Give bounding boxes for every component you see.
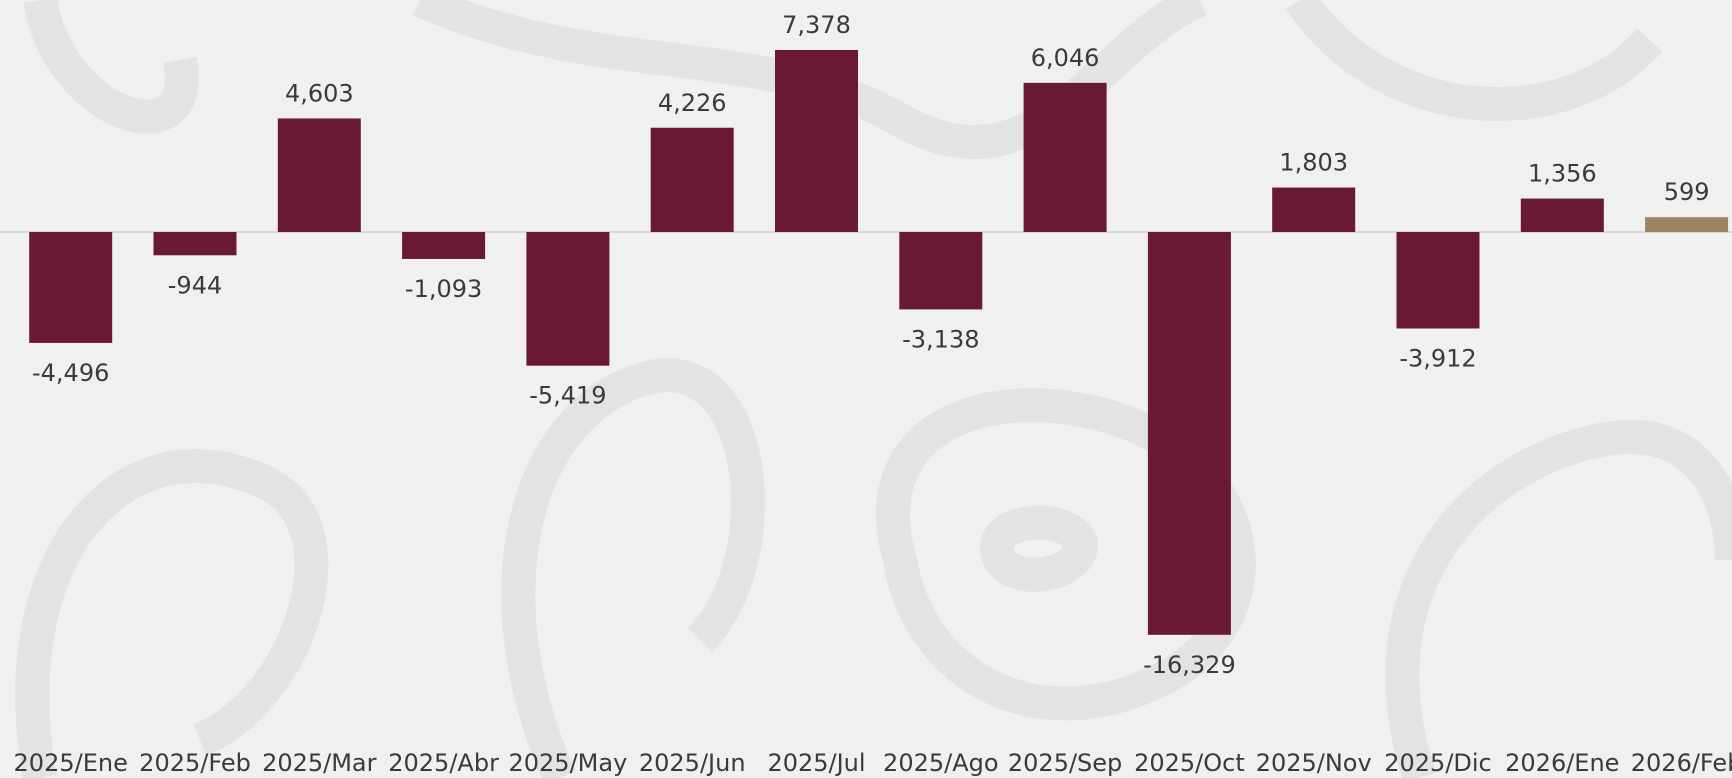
- value-label: 6,046: [1031, 44, 1100, 72]
- value-label: 7,378: [782, 11, 851, 39]
- value-label: 1,803: [1279, 149, 1348, 177]
- x-tick-label: 2025/May: [509, 749, 628, 777]
- value-label: -3,912: [1399, 345, 1476, 373]
- bar: [402, 232, 486, 259]
- value-label: -1,093: [405, 275, 482, 303]
- value-label: -16,329: [1143, 651, 1236, 679]
- bar: [29, 232, 113, 343]
- x-tick-label: 2025/Jun: [639, 749, 746, 777]
- bar: [1520, 198, 1604, 232]
- bar: [277, 118, 361, 232]
- bar: [650, 127, 734, 232]
- x-tick-label: 2025/Abr: [388, 749, 499, 777]
- x-tick-label: 2025/Dic: [1384, 749, 1492, 777]
- x-tick-label: 2026/Ene: [1505, 749, 1619, 777]
- value-label: -944: [168, 271, 222, 299]
- x-tick-label: 2025/Ene: [14, 749, 128, 777]
- value-label: 4,603: [285, 79, 354, 107]
- bar: [526, 232, 610, 366]
- value-label: -5,419: [529, 382, 606, 410]
- x-tick-label: 2025/Sep: [1008, 749, 1122, 777]
- x-tick-label: 2025/Nov: [1256, 749, 1372, 777]
- background-pattern: [15, 0, 1732, 778]
- bar: [1272, 187, 1356, 232]
- bar: [153, 232, 237, 256]
- bar: [1147, 232, 1231, 635]
- x-tick-label: 2025/Feb: [139, 749, 251, 777]
- bar: [1023, 82, 1107, 232]
- value-label: 4,226: [658, 89, 727, 117]
- x-tick-label: 2026/Feb: [1631, 749, 1732, 777]
- bar: [775, 50, 858, 232]
- bar: [1396, 232, 1480, 329]
- value-label: -3,138: [902, 325, 979, 353]
- bar: [1645, 217, 1729, 232]
- value-label: 599: [1664, 178, 1710, 206]
- value-label: -4,496: [32, 359, 109, 387]
- x-tick-label: 2025/Oct: [1134, 749, 1245, 777]
- x-tick-label: 2025/Mar: [262, 749, 377, 777]
- x-tick-label: 2025/Ago: [883, 749, 999, 777]
- x-tick-label: 2025/Jul: [767, 749, 865, 777]
- bar: [899, 232, 983, 310]
- value-label: 1,356: [1528, 160, 1597, 188]
